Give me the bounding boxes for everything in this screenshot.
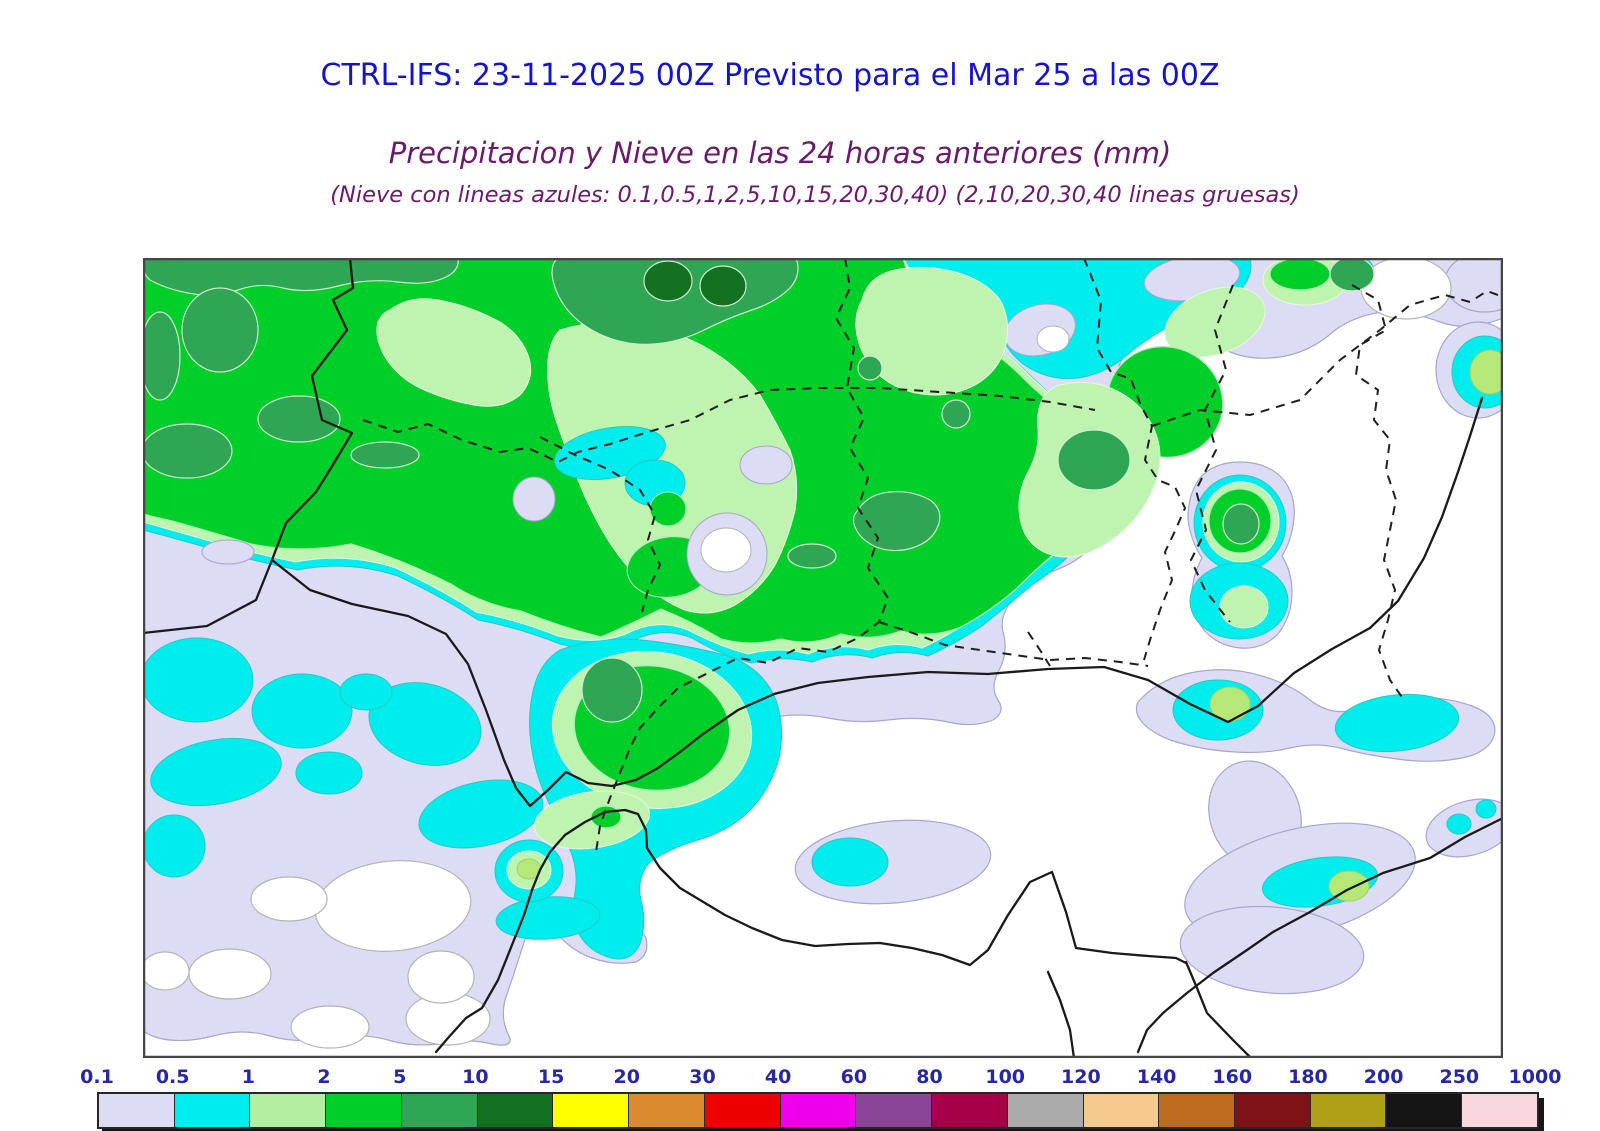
colorbar-tick-label: 10 (462, 1066, 489, 1088)
page-title: CTRL-IFS: 23-11-2025 00Z Previsto para e… (320, 58, 1220, 93)
corridor-details (201, 426, 793, 598)
subtitle: Precipitacion y Nieve en las 24 horas an… (388, 136, 1172, 170)
colorbar-swatch (325, 1094, 401, 1127)
dry-holes (143, 258, 1452, 1049)
colorbar-tick-label: 0.1 (80, 1066, 114, 1088)
colorbar-tick-label: 250 (1439, 1066, 1480, 1088)
colorbar-tick-label: 80 (916, 1066, 943, 1088)
colorbar-tick-label: 15 (537, 1066, 565, 1088)
colorbar-swatch (476, 1094, 553, 1127)
colorbar-swatch (1006, 1094, 1083, 1127)
colorbar-swatch (855, 1094, 932, 1127)
colorbar-tick-label: 2 (317, 1066, 331, 1088)
colorbar-tick-label: 100 (985, 1066, 1026, 1088)
colorbar-labels: 0.1 0.5 1 2 5 10 15 20 30 40 60 80 100 120 140 160 180 20… (0, 1066, 1600, 1088)
colorbar-tick-label: 0.5 (155, 1066, 190, 1088)
colorbar-swatch (400, 1094, 477, 1127)
colorbar-tick-label: 40 (764, 1066, 792, 1088)
colorbar-tick-label: 5 (393, 1066, 407, 1088)
colorbar-tick-label: 140 (1136, 1066, 1177, 1088)
colorbar-tick-label: 200 (1363, 1066, 1404, 1088)
colorbar-tick-label: 1000 (1508, 1066, 1562, 1088)
colorbar-tick-label: 120 (1061, 1066, 1101, 1088)
subtitle-note: (Nieve con lineas azules: 0.1,0.5,1,2,5,… (330, 182, 1300, 208)
colorbar-swatch (249, 1094, 326, 1127)
colorbar-tick-label: 180 (1288, 1066, 1328, 1088)
colorbar-swatch (1234, 1094, 1310, 1127)
colorbar-tick-label: 60 (840, 1066, 868, 1088)
colorbar-swatch (99, 1094, 174, 1127)
colorbar-swatch (1461, 1094, 1537, 1127)
precip-area-darkgreen (643, 260, 747, 307)
colorbar-legend: 0.1 0.5 1 2 5 10 15 20 30 40 60 80 100 120 140 160 180 20… (0, 1066, 1600, 1131)
colorbar-swatch (173, 1094, 250, 1127)
colorbar-swatch (931, 1094, 1007, 1127)
coastline-borders (143, 258, 1503, 1058)
colorbar-swatch (1385, 1094, 1462, 1127)
precipitation-map (143, 258, 1503, 1058)
colorbar-swatch (1309, 1094, 1386, 1127)
precip-area-mediumgreen (143, 258, 1375, 723)
province-borders-dashed (362, 258, 1503, 853)
colorbar-swatch (779, 1094, 856, 1127)
colorbar-tick-label: 160 (1212, 1066, 1253, 1088)
colorbar-swatch (1158, 1094, 1235, 1127)
colorbar-tick-label: 20 (613, 1066, 641, 1088)
colorbar-swatches (97, 1092, 1539, 1129)
dry-hole-small (1036, 325, 1070, 353)
map-frame-border (143, 258, 1503, 1058)
colorbar-tick-label: 30 (689, 1066, 716, 1088)
colorbar-tick-label: 1 (241, 1066, 255, 1088)
colorbar-swatch (628, 1094, 704, 1127)
colorbar-swatch (1082, 1094, 1159, 1127)
colorbar-swatch (703, 1094, 780, 1127)
colorbar-swatch (552, 1094, 629, 1127)
